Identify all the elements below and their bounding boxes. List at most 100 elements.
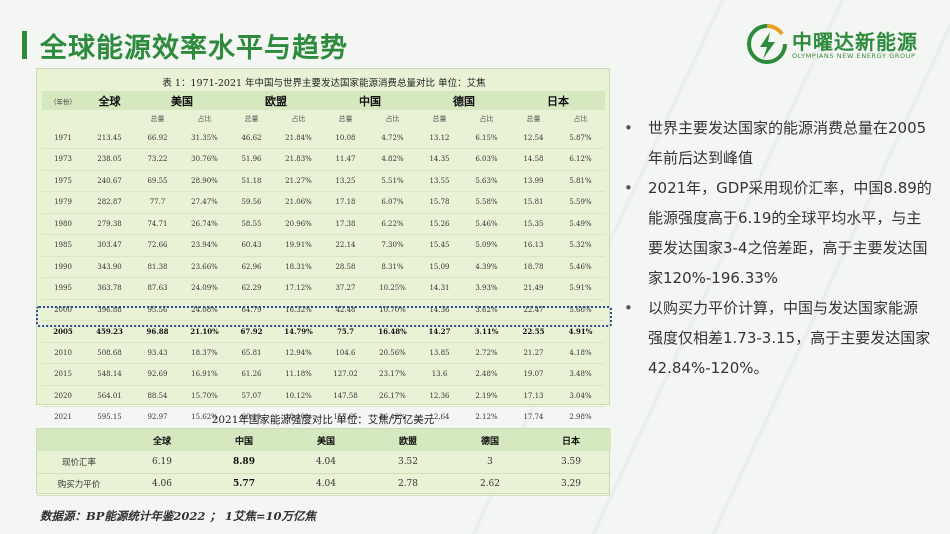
bullet-list: • 世界主要发达国家的能源消费总量在2005年前后达到峰值 • 2021年，GD… [622,113,932,383]
value-cell: 6.19 [151,456,173,467]
value-cell: 6.07% [381,198,404,207]
header-usa: 美国 [135,91,229,110]
value-cell: 60.43 [241,241,262,250]
value-cell: 3.04% [569,391,592,400]
value-cell: 92.69 [147,370,168,379]
year-cell: 1979 [54,198,72,207]
sub-header-total: 总量 [135,110,180,127]
table-row: 2020 564.01 88.54 15.70% 57.07 10.12% 147.58 26… [42,385,605,407]
logo-emblem-icon [747,23,787,64]
bullet-item: • 以购买力平价计算，中国与发达国家能源强度仅相差1.73-3.15，高于主要发… [622,293,932,383]
value-cell: 2.19% [475,391,498,400]
value-cell: 51.96 [241,155,262,164]
value-cell: 24.09% [191,284,218,293]
table2-header-cell [37,429,121,451]
value-cell: 104.6 [335,348,356,357]
header-china: 中国 [323,91,417,110]
value-cell: 6.12% [569,155,592,164]
value-cell: 3.29 [560,479,582,489]
bullet-text: 以购买力平价计算，中国与发达国家能源强度仅相差1.73-3.15，高于主要发达国… [648,299,931,377]
value-cell: 18.37% [191,348,218,357]
value-cell: 69.55 [147,176,168,185]
value-cell: 74.71 [147,219,168,228]
value-cell: 61.26 [241,370,262,379]
value-cell: 16.32% [285,305,312,314]
value-cell: 508.68 [97,348,122,357]
bullet-dot-icon: • [624,299,633,317]
value-cell: 5.91% [569,284,592,293]
year-cell: 1990 [54,262,72,271]
value-cell: 81.38 [147,262,168,271]
value-cell: 42.48 [335,305,356,314]
row-label-cell: 现价汇率 [61,457,96,468]
value-cell: 14.79% [284,326,313,336]
value-cell: 17.18 [335,198,356,207]
year-cell: 2000 [54,305,72,314]
value-cell: 5.58% [475,198,498,207]
value-cell: 13.25 [335,176,356,185]
value-cell: 15.81 [523,198,544,207]
header-germany: 德国 [417,91,511,110]
value-cell: 4.04 [315,456,337,467]
value-cell: 20.56% [379,348,406,357]
value-cell: 5.09% [475,241,498,250]
value-cell: 19.07 [523,370,544,379]
value-cell: 19.91% [285,241,312,250]
value-cell: 12.54 [523,133,544,142]
value-cell: 18.31% [285,262,312,271]
value-cell: 13.99 [523,176,544,185]
value-cell: 12.36 [429,391,450,400]
value-cell: 10.25% [379,284,406,293]
value-cell: 5.59% [569,198,592,207]
value-cell: 3.52 [397,456,419,467]
value-cell: 5.49% [569,219,592,228]
year-cell: 1985 [54,241,72,250]
value-cell: 15.09 [429,262,450,271]
value-cell: 240.67 [97,176,122,185]
value-cell: 3.93% [475,284,498,293]
table-row: 1995 363.78 87.63 24.09% 62.29 17.12% 37.27 10.… [42,278,605,299]
energy-consumption-table: 表 1：1971-2021 年中国与世界主要发达国家能源消费总量对比 单位：艾焦… [36,68,610,428]
logo-name: 中曜达新能源 [792,30,918,54]
value-cell: 64.79 [241,305,262,314]
value-cell: 7.30% [381,241,404,250]
table-row: 2005 459.23 96.88 21.10% 67.92 14.79% 75.7 16.4… [42,321,605,342]
value-cell: 27.47% [191,198,218,207]
year-header: （年份） [42,91,84,110]
table2-grid: 全球 中国 美国 欧盟 德国 日本 现价汇率 6.19 8.89 4.04 3.52 3 3.59 购买… [37,429,611,496]
year-cell: 2020 [54,391,72,400]
value-cell: 23.94% [191,241,218,250]
value-cell: 66.92 [147,133,168,142]
value-cell: 16.13 [523,241,544,250]
table-row: 1979 282.87 77.7 27.47% 59.56 21.06% 17.18 6.07… [42,192,605,213]
sub-header-share: 占比 [556,110,605,127]
value-cell: 3.59 [560,456,582,467]
value-cell: 5.51% [381,176,404,185]
value-cell: 4.82% [381,155,404,164]
value-cell: 30.76% [191,155,218,164]
value-cell: 93.43 [147,348,168,357]
table1-grid: （年份） 全球 美国 欧盟 中国 德国 日本 总量 占比 总量 占比 总量 占比… [42,91,605,429]
value-cell: 5.63% [475,176,498,185]
value-cell: 4.91% [568,326,593,336]
year-cell: 1995 [54,284,72,293]
value-cell: 13.55 [429,176,450,185]
value-cell: 72.66 [147,241,168,250]
value-cell: 17.74 [523,413,544,422]
table-row: 现价汇率 6.19 8.89 4.04 3.52 3 3.59 [37,451,611,473]
value-cell: 21.27% [285,176,312,185]
table-row: 1971 213.45 66.92 31.35% 46.62 21.84% 10.08 4.7… [42,127,605,149]
value-cell: 5.46% [475,219,498,228]
value-cell: 2.62 [479,479,501,489]
value-cell: 127.02 [333,370,358,379]
value-cell: 2.12% [475,413,498,422]
value-cell: 12.64 [429,413,450,422]
year-cell: 1980 [54,219,72,228]
value-cell: 59.56 [241,198,262,207]
value-cell: 65.81 [241,348,262,357]
table-row: 1980 279.38 74.71 26.74% 58.55 20.96% 17.38 6.2… [42,213,605,235]
value-cell: 18.78 [523,262,544,271]
bullet-text: 世界主要发达国家的能源消费总量在2005年前后达到峰值 [648,119,927,167]
value-cell: 28.58 [335,262,356,271]
value-cell: 15.70% [191,391,218,400]
